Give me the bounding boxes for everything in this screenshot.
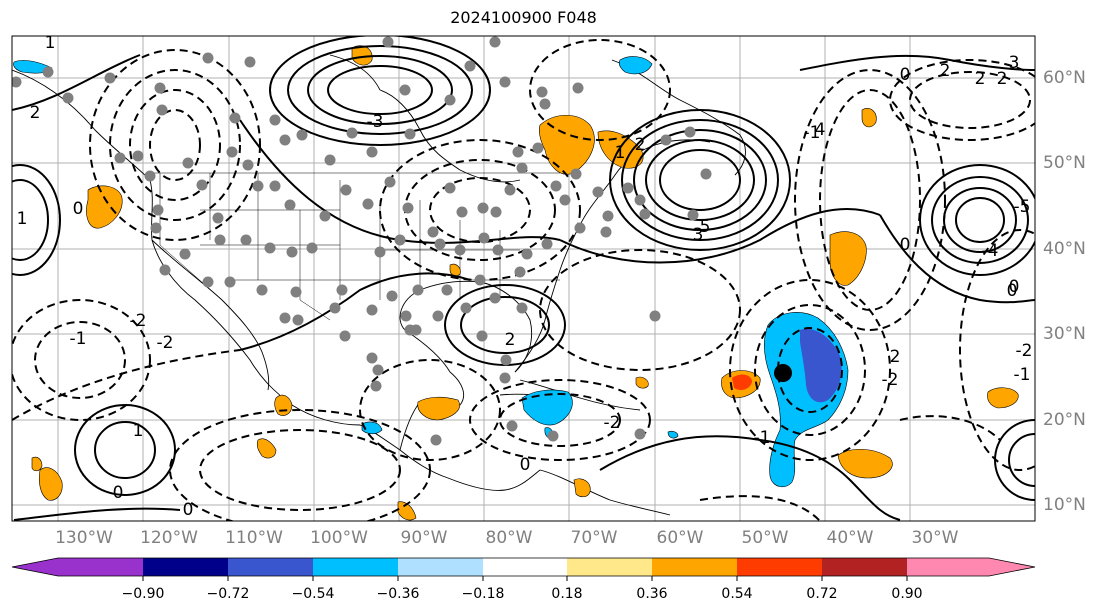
shading-strong-negative xyxy=(800,328,842,403)
lat-label: 30°N xyxy=(1043,324,1086,344)
colorbar-segment xyxy=(483,558,567,576)
contour-label: 0 xyxy=(520,455,531,475)
contour-label: 4 xyxy=(815,120,826,140)
lat-label: 20°N xyxy=(1043,410,1086,430)
contour-label: -1 xyxy=(1014,365,1031,385)
lon-label: 130°W xyxy=(55,528,113,548)
contour-label: 2 xyxy=(30,103,41,123)
contour-label: 5 xyxy=(700,217,711,237)
contour-label: 0 xyxy=(113,483,124,503)
colorbar-segment xyxy=(58,558,143,576)
lon-label: 80°W xyxy=(485,528,533,548)
contour-label: 0 xyxy=(183,500,194,520)
colorbar-segment xyxy=(398,558,483,576)
lat-label: 10°N xyxy=(1043,495,1086,515)
storm-center-marker xyxy=(774,364,792,382)
contour-label: -4 xyxy=(982,241,999,261)
contour-label: 3 xyxy=(1009,53,1020,73)
lon-label: 70°W xyxy=(570,528,618,548)
colorbar-tick-label: 0.90 xyxy=(891,586,923,602)
contour-label: 2 xyxy=(940,61,951,81)
colorbar-tick-label: −0.72 xyxy=(206,586,250,602)
colorbar-tick-label: −0.18 xyxy=(461,586,505,602)
colorbar-tick-label: 0.72 xyxy=(806,586,838,602)
colorbar-tick-label: 0.36 xyxy=(636,586,668,602)
lon-label: 60°W xyxy=(656,528,704,548)
colorbar-segment xyxy=(143,558,228,576)
contour-label: 0 xyxy=(900,235,911,255)
lon-label: 110°W xyxy=(225,528,283,548)
lon-label: 50°W xyxy=(741,528,789,548)
contour-label: 3 xyxy=(693,225,704,245)
contour-label: 1 xyxy=(45,33,56,53)
contour-label: -3 xyxy=(367,112,384,132)
colorbar-extend-left xyxy=(12,558,58,576)
contour-label: 2 xyxy=(635,135,646,155)
lon-label: 30°W xyxy=(911,528,959,548)
map-title: 2024100900 F048 xyxy=(450,8,597,27)
graticule xyxy=(12,36,1035,521)
colorbar-segment xyxy=(228,558,313,576)
contour-label: 2 xyxy=(890,347,901,367)
colorbar-segment xyxy=(652,558,737,576)
colorbar-extend-right xyxy=(989,558,1035,576)
contour-label: 1 xyxy=(133,421,144,441)
contour-label: -2 xyxy=(130,311,147,331)
lon-label: 40°W xyxy=(826,528,874,548)
station-dots xyxy=(12,36,712,446)
lon-label: 90°W xyxy=(400,528,448,548)
contour-label: 1 xyxy=(17,209,28,229)
contour-label: 0 xyxy=(1009,277,1020,297)
colorbar-tick-label: −0.36 xyxy=(376,586,420,602)
colorbar-tick-label: −0.90 xyxy=(121,586,165,602)
contours-negative xyxy=(12,39,1035,521)
contour-labels: 1 2 3 4 5 0 0 1 2 2 3 2 0 -1 -2 -2 0 -2 … xyxy=(17,33,1033,520)
colorbar-segment xyxy=(737,558,822,576)
contour-label: -1 xyxy=(804,123,821,143)
colorbar-segment xyxy=(567,558,652,576)
contour-label: 2 xyxy=(997,69,1008,89)
contour-label: -2 xyxy=(604,413,621,433)
colorbar xyxy=(11,557,1036,581)
lon-label: 120°W xyxy=(140,528,198,548)
contour-label: 0 xyxy=(1007,281,1018,301)
shading-strong-positive xyxy=(732,374,752,390)
lat-label: 40°N xyxy=(1043,239,1086,259)
colorbar-tick-label: 0.54 xyxy=(721,586,753,602)
contour-label: 2 xyxy=(975,69,986,89)
colorbar-segment xyxy=(313,558,398,576)
lat-label: 50°N xyxy=(1043,153,1086,173)
lon-label: 100°W xyxy=(310,528,368,548)
contour-label: 1 xyxy=(615,143,626,163)
shading-positive xyxy=(31,45,1019,521)
lat-label: 60°N xyxy=(1043,68,1086,88)
contour-label: 0 xyxy=(73,199,84,219)
contour-label: -2 xyxy=(1016,341,1033,361)
contour-label: -1 xyxy=(70,329,87,349)
colorbar-tick-label: −0.54 xyxy=(291,586,335,602)
contour-label: -5 xyxy=(1014,197,1031,217)
contour-label: -1 xyxy=(754,428,771,448)
colorbar-segment xyxy=(907,558,989,576)
colorbar-tick-label: 0.18 xyxy=(551,586,583,602)
contour-label: -2 xyxy=(882,370,899,390)
contour-label: -2 xyxy=(157,333,174,353)
contour-label: 2 xyxy=(505,330,516,350)
contour-label: 0 xyxy=(900,65,911,85)
colorbar-segment xyxy=(822,558,907,576)
